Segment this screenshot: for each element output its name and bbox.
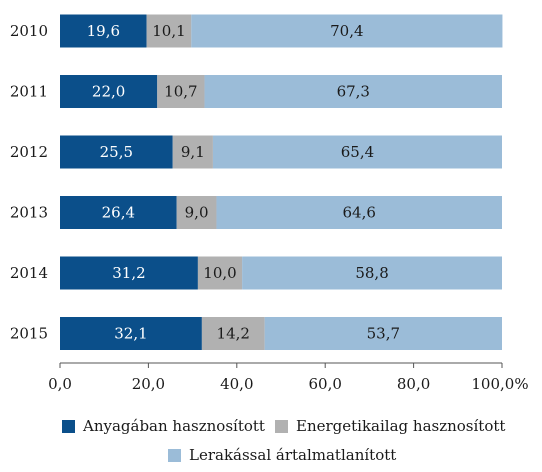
data-label-2011-series-1: 10,7 xyxy=(164,83,197,101)
bar-2012-series-2 xyxy=(212,135,502,169)
bar-2013-series-0 xyxy=(60,196,177,229)
category-label-2011: 2011 xyxy=(10,83,48,101)
category-label-2012: 2012 xyxy=(10,143,48,161)
x-tick-label-3: 60,0 xyxy=(308,375,341,393)
data-label-2010-series-0: 19,6 xyxy=(87,22,120,40)
legend-label-energetikai: Energetikailag hasznosított xyxy=(296,417,506,435)
x-tick-label-1: 20,0 xyxy=(132,375,165,393)
bar-2014-series-2 xyxy=(242,256,502,290)
bar-2015-series-2 xyxy=(264,317,502,350)
data-label-2014-series-2: 58,8 xyxy=(355,264,388,282)
bar-2014-series-1 xyxy=(197,256,243,290)
data-label-2011-series-0: 22,0 xyxy=(92,83,125,101)
data-label-2015-series-2: 53,7 xyxy=(367,325,400,343)
x-axis-ticks: 0,0 20,0 40,0 60,0 80,0 100,0% xyxy=(48,363,529,393)
bar-2013-series-1 xyxy=(176,196,217,229)
data-label-2012-series-0: 25,5 xyxy=(100,143,133,161)
bar-2015-series-1 xyxy=(201,317,265,350)
category-label-2010: 2010 xyxy=(10,22,48,40)
category-labels: 2010 2011 2012 2013 2014 2015 xyxy=(10,22,48,343)
bar-2014-series-0 xyxy=(60,256,198,290)
bar-2012-series-0 xyxy=(60,135,173,169)
category-label-2013: 2013 xyxy=(10,204,48,222)
data-label-2015-series-0: 32,1 xyxy=(114,325,147,343)
bar-2013-series-2 xyxy=(216,196,502,229)
bars-group: 19,6 10,1 70,4 22,0 10,7 67,3 25,5 9,1 65,4 26,4 9… xyxy=(60,14,503,350)
legend-label-anyag: Anyagában hasznosított xyxy=(83,417,265,435)
category-label-2014: 2014 xyxy=(10,264,48,282)
data-label-2014-series-1: 10,0 xyxy=(203,264,236,282)
legend-item-lerakas: Lerakással ártalmatlanított xyxy=(168,446,396,464)
data-label-2012-series-1: 9,1 xyxy=(181,143,205,161)
data-label-2013-series-0: 26,4 xyxy=(102,204,135,222)
bar-2012-series-1 xyxy=(172,135,213,169)
data-label-2010-series-1: 10,1 xyxy=(152,22,185,40)
legend-label-lerakas: Lerakással ártalmatlanított xyxy=(189,446,397,464)
data-label-2013-series-2: 64,6 xyxy=(343,204,376,222)
x-tick-label-4: 80,0 xyxy=(397,375,430,393)
data-label-2014-series-0: 31,2 xyxy=(112,264,145,282)
bar-2011-series-0 xyxy=(60,75,158,108)
bar-2010-series-2 xyxy=(191,14,503,48)
data-label-2010-series-2: 70,4 xyxy=(330,22,363,40)
legend-item-anyag: Anyagában hasznosított xyxy=(62,417,265,435)
bar-2011-series-1 xyxy=(157,75,205,108)
bar-2015-series-0 xyxy=(60,317,202,350)
legend-swatch-anyag xyxy=(62,419,75,433)
legend: Anyagában hasznosított Energetikailag ha… xyxy=(0,404,542,472)
stacked-bar-chart: 19,6 10,1 70,4 22,0 10,7 67,3 25,5 9,1 65,4 26,4 9… xyxy=(10,14,529,393)
data-label-2012-series-2: 65,4 xyxy=(341,143,374,161)
bar-2010-series-0 xyxy=(60,14,147,48)
legend-item-energetikai: Energetikailag hasznosított xyxy=(275,417,505,435)
x-tick-label-2: 40,0 xyxy=(220,375,253,393)
data-label-2013-series-1: 9,0 xyxy=(185,204,209,222)
bar-2011-series-2 xyxy=(204,75,502,108)
legend-swatch-energetikai xyxy=(275,419,288,433)
data-label-2011-series-2: 67,3 xyxy=(337,83,370,101)
bar-2010-series-1 xyxy=(146,14,192,48)
x-tick-label-5: 100,0% xyxy=(471,375,528,393)
category-label-2015: 2015 xyxy=(10,325,48,343)
x-tick-label-0: 0,0 xyxy=(48,375,72,393)
legend-swatch-lerakas xyxy=(168,448,181,462)
data-label-2015-series-1: 14,2 xyxy=(217,325,250,343)
